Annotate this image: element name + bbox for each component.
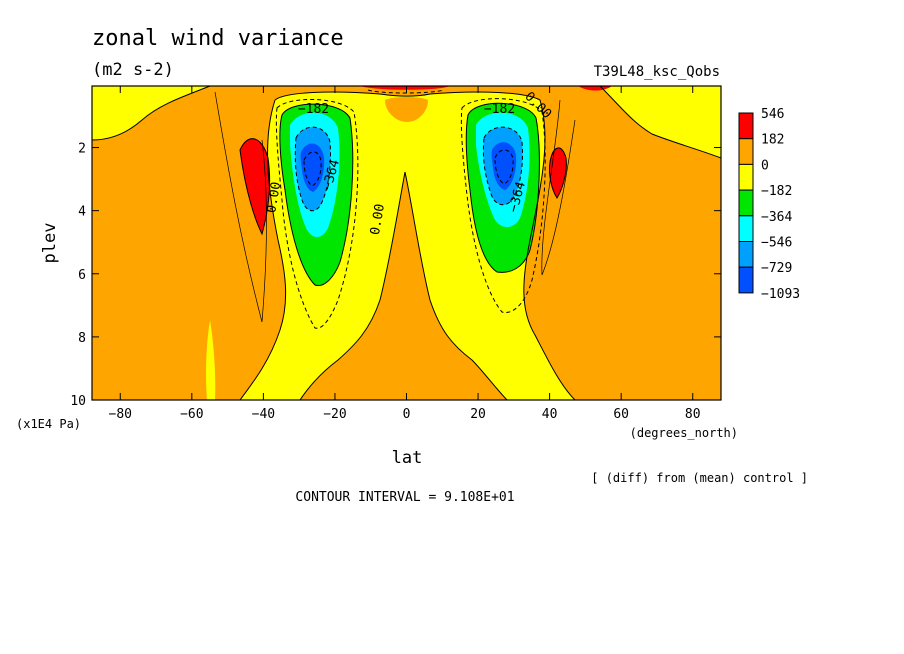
field-yellow-nw bbox=[92, 86, 210, 140]
chart-units: (m2 s-2) bbox=[92, 60, 174, 80]
field-yellow-sw-sliver bbox=[206, 320, 216, 400]
contour-interval: CONTOUR INTERVAL = 9.108E+01 bbox=[295, 490, 514, 505]
colorbar-legend: 546 182 0 −182 −364 −546 −729 −1093 bbox=[738, 107, 800, 302]
contour-dash-nh-outer bbox=[460, 98, 546, 314]
legend-label: −546 bbox=[761, 236, 792, 251]
field-red-lobe-south bbox=[240, 138, 270, 234]
contour-green-nh bbox=[465, 102, 540, 273]
legend-label: −1093 bbox=[761, 287, 800, 302]
contour-zero-inner bbox=[299, 171, 508, 401]
contour-thin-sh bbox=[214, 91, 267, 323]
y-tick-label: 8 bbox=[78, 331, 86, 346]
x-axis: −80 −60 −40 −20 0 20 40 60 80 bbox=[109, 86, 701, 422]
contour-label: −182 bbox=[298, 102, 329, 117]
run-label: T39L48_ksc_Qobs bbox=[594, 64, 720, 80]
x-tick-label: 60 bbox=[613, 407, 629, 422]
legend-swatch bbox=[738, 112, 754, 140]
legend-label: −182 bbox=[761, 184, 792, 199]
x-tick-label: −60 bbox=[180, 407, 203, 422]
y-tick-label: 6 bbox=[78, 268, 86, 283]
legend-swatch bbox=[738, 241, 754, 268]
contour-dash-nh-inner bbox=[494, 149, 514, 185]
contour-dash-top bbox=[367, 89, 445, 94]
x-tick-label: 20 bbox=[470, 407, 486, 422]
x-axis-label: lat bbox=[392, 448, 423, 468]
contour-label: 0.00 bbox=[264, 181, 284, 214]
field-orange-top-notch bbox=[385, 97, 428, 122]
chart-title: zonal wind variance bbox=[92, 26, 344, 51]
legend-swatch bbox=[738, 215, 754, 243]
legend-swatch bbox=[738, 163, 754, 191]
y-tick-label: 2 bbox=[78, 142, 86, 157]
y-axis-label: plev bbox=[40, 223, 60, 264]
field-orange-eq-bottom bbox=[398, 385, 416, 400]
legend-swatch bbox=[738, 266, 754, 294]
x-tick-label: 0 bbox=[403, 407, 411, 422]
y-axis: 2 4 6 8 10 bbox=[70, 142, 721, 409]
x-tick-label: 80 bbox=[685, 407, 701, 422]
y-axis-units: (x1E4 Pa) bbox=[16, 417, 81, 431]
x-tick-label: −40 bbox=[252, 407, 275, 422]
legend-label: −729 bbox=[761, 261, 792, 276]
x-tick-label: −20 bbox=[323, 407, 346, 422]
footer-note: [ (diff) from (mean) control ] bbox=[591, 471, 808, 485]
legend-label: 182 bbox=[761, 133, 784, 148]
legend-swatch bbox=[738, 189, 754, 217]
contour-zero-ne bbox=[599, 85, 722, 159]
contour-red-lobe-south bbox=[239, 138, 271, 236]
contour-zero-nw bbox=[91, 85, 211, 141]
y-tick-label: 10 bbox=[70, 394, 86, 409]
x-tick-label: −80 bbox=[109, 407, 132, 422]
x-axis-units: (degrees_north) bbox=[630, 426, 738, 440]
legend-label: −364 bbox=[761, 210, 792, 225]
y-tick-label: 4 bbox=[78, 205, 86, 220]
contour-lines bbox=[91, 85, 722, 401]
dashed-contours bbox=[275, 89, 546, 329]
x-tick-label: 40 bbox=[542, 407, 558, 422]
legend-swatch bbox=[738, 138, 754, 165]
legend-label: 546 bbox=[761, 107, 784, 122]
contour-red-lobe-north bbox=[549, 147, 567, 199]
contour-label: −182 bbox=[484, 102, 515, 117]
contour-green-sh bbox=[279, 103, 354, 287]
plot-area: −182 −182 0.000.000.00−364−364 bbox=[91, 85, 722, 401]
legend-label: 0 bbox=[761, 158, 769, 173]
contour-dash-sh-inner bbox=[303, 151, 322, 187]
field-yellow-ne bbox=[600, 86, 721, 158]
contour-thin-nh bbox=[541, 99, 576, 276]
contour-dash-nh-blue bbox=[482, 126, 523, 206]
contour-label: 0.00 bbox=[368, 203, 388, 236]
field-red-top-strip bbox=[360, 86, 450, 90]
contour-zero-central bbox=[274, 91, 576, 401]
contour-dash-sh-outer bbox=[275, 99, 359, 329]
